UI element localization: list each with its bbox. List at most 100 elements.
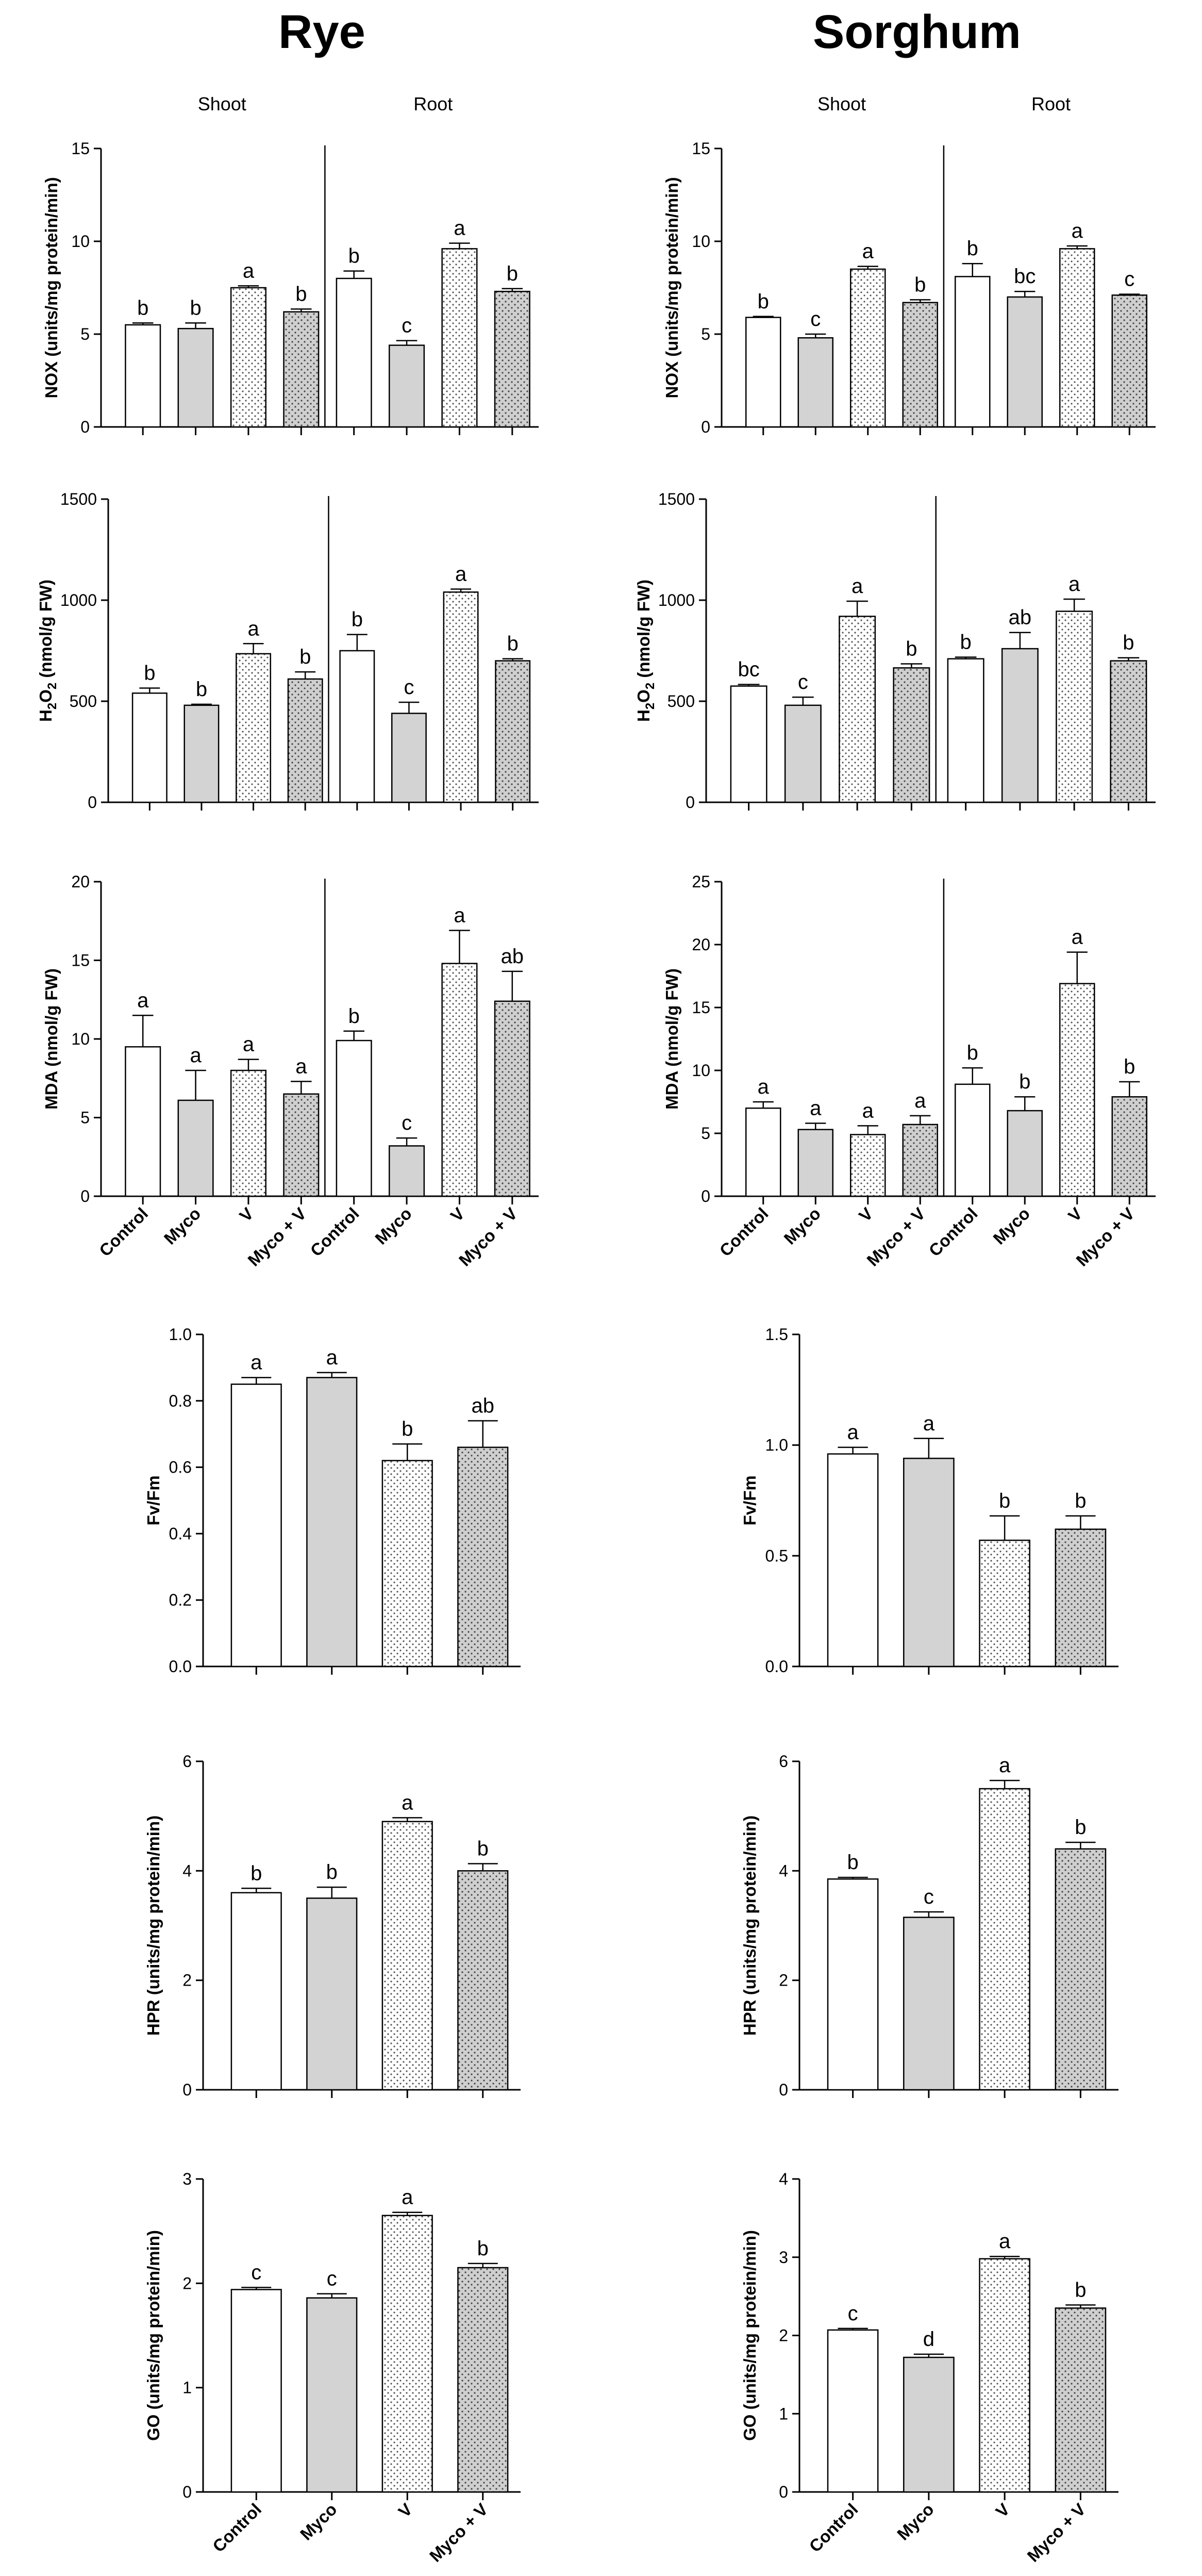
y-tick-label: 0.5: [765, 1546, 788, 1565]
bar: [306, 1377, 358, 1667]
significance-letter: b: [348, 245, 360, 268]
bar: [230, 1069, 266, 1197]
bar: [441, 963, 478, 1197]
y-tick-label: 10: [692, 1061, 710, 1080]
rye-go-chart: 0 1 2 3 GO (units/mg protein/min) c Control c My…: [144, 2170, 521, 2566]
x-tick-label: V: [447, 1204, 469, 1226]
bar: [947, 658, 984, 803]
x-tick-label: Myco: [296, 2500, 341, 2544]
y-tick-label: 500: [70, 692, 97, 711]
bar: [391, 713, 427, 803]
x-tick-label: Myco + V: [426, 2500, 492, 2566]
significance-letter: c: [924, 1886, 934, 1908]
bar: [230, 2289, 282, 2493]
y-tick-label: 20: [692, 935, 710, 954]
x-tick-label: Control: [716, 1204, 772, 1260]
y-tick-label: 4: [779, 2170, 788, 2188]
bar: [902, 302, 938, 428]
y-tick-label: 500: [667, 692, 695, 711]
significance-letter: b: [967, 1042, 978, 1064]
significance-letter: b: [847, 1851, 859, 1874]
significance-letter: b: [1019, 1070, 1030, 1093]
significance-letter: a: [1072, 926, 1083, 949]
bar: [336, 277, 372, 428]
y-tick-label: 1500: [658, 490, 695, 508]
significance-letter: c: [848, 2302, 858, 2325]
significance-letter: c: [402, 1112, 412, 1134]
bar: [381, 1460, 433, 1667]
rye-hpr-chart: 0 2 4 6 HPR (units/mg protein/min) b b a b: [144, 1752, 521, 2099]
y-tick-label: 6: [779, 1752, 788, 1771]
significance-letter: b: [477, 2237, 489, 2260]
section-label-shoot: Shoot: [198, 93, 246, 114]
significance-letter: b: [402, 1418, 413, 1441]
bar: [177, 1099, 214, 1197]
y-axis-label: HPR (units/mg protein/min): [740, 1815, 759, 2036]
significance-letter: a: [295, 1055, 307, 1078]
y-tick-label: 2: [182, 2274, 192, 2292]
bar: [827, 1453, 879, 1667]
bar: [1055, 1848, 1107, 2091]
significance-letter: a: [243, 1033, 255, 1056]
significance-letter: b: [196, 678, 207, 701]
y-tick-label: 0.2: [169, 1591, 192, 1609]
significance-letter: b: [1075, 1490, 1086, 1512]
y-tick-label: 1: [182, 2379, 192, 2397]
significance-letter: a: [1069, 573, 1080, 596]
bar: [183, 704, 220, 803]
y-tick-label: 4: [779, 1861, 788, 1880]
bar: [1110, 660, 1147, 803]
bar: [283, 1093, 320, 1197]
bar: [125, 1046, 161, 1197]
significance-letter: b: [1124, 1055, 1135, 1078]
y-tick-label: 5: [80, 1109, 90, 1127]
significance-letter: b: [1075, 2278, 1086, 2301]
sorghum-fvfm-chart: 0.0 0.5 1.0 1.5 Fv/Fm a a b b: [740, 1325, 1118, 1676]
x-tick-label: Control: [209, 2500, 265, 2556]
bar: [443, 591, 479, 803]
bar: [797, 1129, 833, 1197]
bar: [850, 268, 886, 428]
y-axis-label: Fv/Fm: [144, 1475, 163, 1525]
y-tick-label: 0.4: [169, 1524, 192, 1543]
rye-mda-chart: 0 5 10 15 20 MDA (nmol/g FW) a Control a Myco a Va M…: [42, 872, 539, 1270]
bar: [1059, 983, 1095, 1197]
y-tick-label: 5: [80, 325, 90, 343]
significance-letter: a: [454, 217, 465, 240]
significance-letter: a: [1072, 220, 1083, 242]
sorghum-go-chart: 0 1 2 3 4 GO (units/mg protein/min) c Control d M…: [740, 2170, 1118, 2566]
section-label-root: Root: [1031, 93, 1071, 114]
significance-letter: b: [914, 273, 926, 296]
x-tick-label: Myco: [160, 1204, 205, 1248]
sorghum-mda-chart: 0 5 10 15 20 25 MDA (nmol/g FW) a Control a Myco a V…: [662, 872, 1156, 1270]
significance-letter: a: [402, 1791, 413, 1814]
significance-letter: b: [1075, 1816, 1086, 1839]
y-axis-label: GO (units/mg protein/min): [740, 2230, 759, 2441]
y-tick-label: 0: [779, 2483, 788, 2501]
y-axis-label: NOX (units/mg protein/min): [662, 177, 681, 399]
x-tick-label: V: [992, 2500, 1013, 2521]
significance-letter: c: [1124, 268, 1134, 291]
bar: [1055, 1528, 1107, 1667]
significance-letter: c: [798, 671, 808, 693]
bar: [494, 1000, 530, 1197]
bar: [336, 1039, 372, 1197]
bar: [827, 2329, 879, 2493]
bar: [457, 1870, 509, 2091]
significance-letter: b: [295, 283, 307, 305]
y-tick-label: 10: [692, 232, 710, 251]
x-tick-label: Control: [95, 1204, 152, 1260]
bar: [1007, 1110, 1043, 1197]
x-tick-label: V: [1064, 1204, 1086, 1226]
significance-letter: c: [404, 676, 414, 699]
section-label-root: Root: [413, 93, 453, 114]
y-tick-label: 0: [182, 2483, 192, 2501]
bar: [230, 287, 266, 428]
significance-letter: b: [758, 290, 769, 313]
bar: [177, 327, 214, 428]
bar: [902, 1124, 938, 1197]
bar: [979, 2258, 1030, 2493]
x-tick-label: Myco: [780, 1204, 824, 1248]
y-tick-label: 1000: [658, 591, 695, 609]
